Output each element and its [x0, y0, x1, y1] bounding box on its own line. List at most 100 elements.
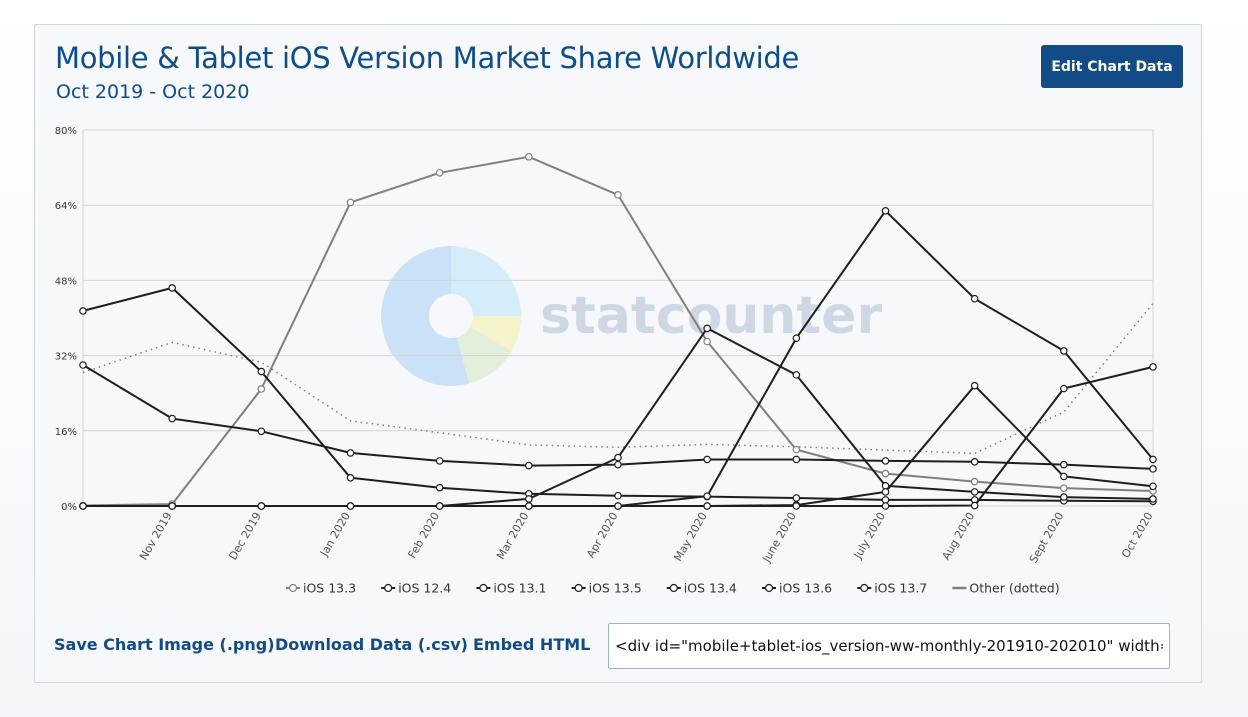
data-point [1060, 484, 1068, 492]
x-tick-label: Sept 2020 [1027, 510, 1067, 565]
legend-item: iOS 13.4 [666, 581, 737, 596]
chart-title: Mobile & Tablet iOS Version Market Share… [55, 41, 800, 75]
series-line [82, 302, 1154, 455]
x-tick-label: Oct 2020 [1119, 510, 1156, 560]
data-point [79, 502, 87, 510]
series-ios-13-6 [79, 381, 1157, 510]
embed-html-link[interactable]: Embed HTML [473, 635, 591, 654]
download-data-link[interactable]: Download Data (.csv) [275, 635, 468, 654]
data-point [792, 455, 801, 464]
embed-code-input[interactable] [608, 623, 1170, 669]
legend-label: iOS 13.1 [493, 581, 546, 596]
data-point [525, 152, 533, 161]
data-point [168, 414, 176, 423]
legend-label: iOS 13.6 [779, 581, 832, 596]
legend-label: iOS 13.4 [684, 581, 737, 596]
data-point [1149, 363, 1157, 371]
data-point [881, 502, 890, 510]
chart-subtitle: Oct 2019 - Oct 2020 [56, 81, 250, 103]
edit-chart-data-button[interactable]: Edit Chart Data [1041, 45, 1183, 88]
data-point [79, 307, 87, 315]
data-point [792, 494, 801, 502]
legend-marker-icon [288, 583, 298, 593]
data-point [435, 483, 444, 492]
data-point [614, 453, 622, 462]
legend-marker-icon [669, 583, 678, 593]
y-tick-label: 32% [55, 352, 77, 363]
watermark-text: statcounter [540, 286, 882, 346]
chart-series [79, 152, 1157, 510]
chart-panel: Mobile & Tablet iOS Version Market Share… [34, 24, 1202, 683]
legend-label: iOS 12.4 [398, 581, 451, 596]
data-point [792, 371, 801, 379]
data-point [970, 458, 979, 466]
data-point [346, 198, 355, 207]
y-axis-ticks: 0% 16% 32% 48% 64% 80% [55, 126, 77, 513]
x-tick-label: Mar 2020 [494, 510, 531, 562]
data-point [1060, 493, 1068, 501]
legend-marker-icon [479, 583, 488, 593]
data-point [435, 457, 444, 465]
data-point [1149, 495, 1157, 503]
legend-item: Other (dotted) [952, 581, 1060, 596]
series-line [83, 365, 1154, 507]
data-point [525, 495, 533, 503]
data-point [881, 496, 890, 504]
data-point [703, 455, 711, 464]
x-tick-label: July 2020 [851, 510, 888, 562]
legend-item: iOS 13.1 [476, 581, 546, 596]
data-point [1149, 465, 1157, 473]
data-point [792, 334, 801, 343]
watermark-slice [470, 316, 521, 351]
data-point [703, 324, 711, 333]
data-point [970, 294, 979, 303]
data-point [346, 473, 355, 482]
legend-marker-icon [860, 583, 869, 593]
data-point [435, 168, 444, 177]
legend-label: iOS 13.5 [589, 581, 642, 596]
x-tick-label: Dec 2019 [226, 510, 264, 562]
y-tick-label: 80% [55, 126, 77, 137]
data-point [881, 457, 890, 465]
data-point [881, 488, 890, 496]
data-point [881, 469, 890, 478]
x-tick-label: May 2020 [671, 510, 709, 563]
data-point [970, 381, 979, 390]
x-tick-label: Nov 2019 [137, 510, 175, 562]
data-point [346, 502, 355, 510]
legend-item: iOS 13.5 [571, 581, 642, 596]
data-point [970, 488, 979, 496]
data-point [1060, 472, 1068, 481]
data-point [346, 449, 355, 457]
y-tick-label: 0% [61, 502, 77, 513]
y-tick-label: 64% [55, 201, 77, 212]
legend-marker-icon [384, 583, 393, 593]
data-point [1149, 482, 1157, 491]
x-tick-label: Apr 2020 [584, 510, 621, 560]
y-tick-label: 48% [55, 276, 77, 287]
data-point [792, 445, 801, 454]
data-point [703, 492, 711, 500]
legend-item: iOS 13.7 [857, 581, 927, 596]
x-tick-label: Feb 2020 [406, 510, 443, 561]
data-point [614, 491, 622, 500]
data-point [614, 502, 622, 510]
legend-label: Other (dotted) [969, 581, 1059, 596]
data-point [525, 461, 533, 470]
x-tick-label: Jan 2020 [317, 510, 353, 559]
save-chart-image-link[interactable]: Save Chart Image (.png) [54, 635, 275, 654]
legend-marker-icon [764, 583, 774, 593]
statcounter-watermark: statcounter [380, 246, 882, 386]
data-point [970, 501, 979, 510]
x-tick-label: Aug 2020 [940, 510, 978, 562]
line-chart: statcounter 0% 16% 32% 48% 64% 80% Nov 2019 De… [55, 126, 1157, 596]
data-point [792, 502, 801, 510]
data-point [257, 367, 266, 376]
data-point [257, 385, 266, 393]
x-axis-ticks: Nov 2019 Dec 2019 Jan 2020 Feb 2020 Mar 2020… [137, 510, 1156, 565]
watermark-slice [451, 246, 521, 316]
series-ios-13-1 [79, 361, 1157, 473]
data-point [1149, 455, 1157, 464]
data-point [614, 460, 622, 469]
data-point [168, 284, 176, 292]
